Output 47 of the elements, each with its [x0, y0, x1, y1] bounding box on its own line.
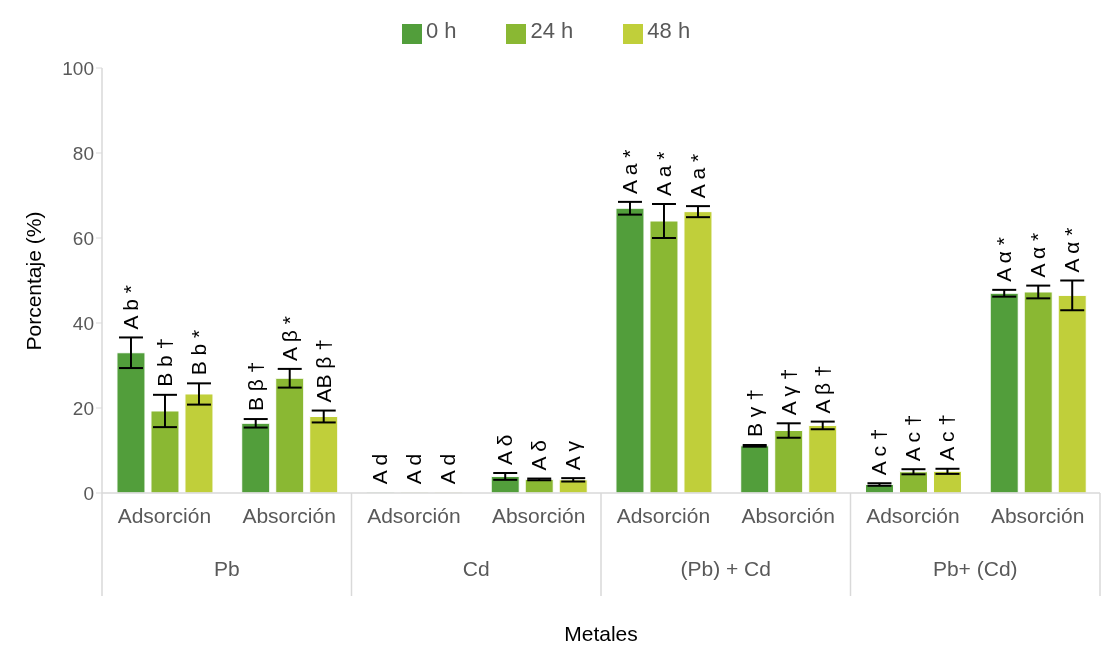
x-tick-label: Absorción [242, 504, 336, 527]
y-tick-label: 100 [62, 57, 94, 79]
data-label: A a * [685, 153, 709, 199]
data-label: A δ [493, 434, 517, 466]
data-label: A a * [651, 151, 675, 196]
data-label: A α * [1026, 232, 1050, 278]
y-tick-label: 40 [72, 312, 94, 334]
data-label: A c † [901, 414, 925, 462]
data-label: A d [436, 453, 460, 485]
data-label: A a * [617, 149, 641, 194]
data-label: B b * [186, 329, 210, 376]
x-tick-label: Absorción [491, 504, 586, 527]
data-label: A β * [277, 316, 301, 361]
text: Pb+ (Cd) [932, 557, 1018, 580]
x-axis-title: Metales [564, 622, 638, 645]
data-label: AB β † [311, 339, 335, 403]
data-label: B b † [152, 337, 176, 387]
x-tick-label: Absorción [741, 504, 835, 527]
legend-label: 24 h [530, 18, 574, 43]
data-label: A γ † [776, 368, 800, 416]
data-label: A c † [867, 428, 891, 476]
data-label: A α * [1060, 227, 1084, 273]
data-label: A α * [992, 237, 1016, 282]
data-label: A β † [810, 365, 834, 414]
legend-label: 0 h [425, 18, 457, 43]
text: (Pb) + Cd [680, 557, 771, 580]
data-label: A γ [561, 440, 585, 471]
data-label: B β † [243, 361, 267, 412]
data-label: A δ [527, 440, 551, 471]
x-tick-label: Adsorción [866, 504, 960, 527]
data-label: A d [402, 453, 426, 485]
data-label: A c † [935, 414, 959, 461]
x-tick-label: Adsorción [367, 504, 461, 527]
x-tick-label: Adsorción [616, 504, 711, 527]
y-tick-label: 80 [72, 142, 94, 164]
legend-label: 48 h [647, 18, 691, 43]
y-tick-label: 60 [72, 227, 94, 249]
y-tick-label: 20 [72, 397, 94, 419]
data-label: A b * [118, 285, 142, 330]
data-label: A d [368, 453, 392, 485]
data-label: B γ † [742, 389, 766, 437]
y-axis-title: Porcentaje (%) [22, 211, 46, 351]
x-tick-label: Absorción [990, 504, 1085, 527]
x-tick-label: Adsorción [117, 504, 212, 527]
text: Pb [213, 557, 240, 580]
text: Cd [462, 557, 490, 580]
y-tick-label: 0 [83, 482, 94, 504]
